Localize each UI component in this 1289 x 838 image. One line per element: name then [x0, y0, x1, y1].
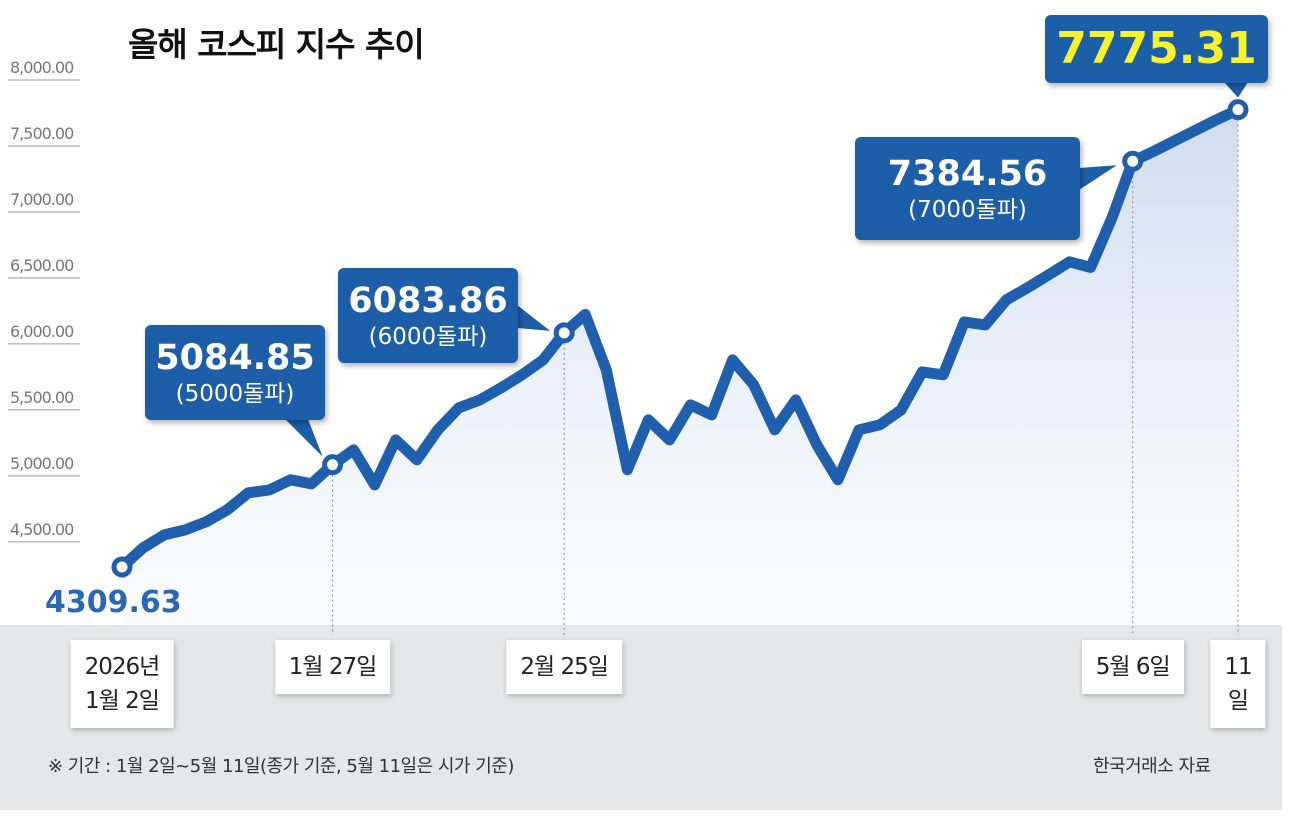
x-tick-label: 11일 — [1210, 640, 1266, 728]
callout-pointer — [517, 305, 551, 331]
value-note: (5000돌파) — [175, 380, 295, 407]
point-marker — [322, 454, 344, 476]
point-marker — [1122, 150, 1144, 172]
value-label: 6083.86 — [348, 280, 508, 321]
value-label: 7775.31 — [1056, 23, 1257, 74]
callout-pointer — [1079, 165, 1117, 190]
y-tick-label: 5,000.00 — [10, 453, 74, 473]
y-tick-label: 7,500.00 — [10, 123, 74, 143]
callout-pointer — [285, 419, 323, 457]
value-label: 7384.56 — [887, 153, 1048, 194]
value-label: 4309.63 — [45, 585, 182, 620]
callout: 6083.86 (6000돌파) — [338, 268, 518, 363]
point-marker — [553, 322, 575, 344]
y-tick-label: 4,500.00 — [10, 519, 74, 539]
callout: 5084.85 (5000돌파) — [145, 325, 325, 420]
value-label: 5084.85 — [155, 337, 315, 378]
y-tick-label: 5,500.00 — [10, 387, 74, 407]
callout-pointer — [1224, 82, 1248, 98]
x-tick-label: 5월 6일 — [1081, 640, 1184, 694]
data-line — [116, 104, 1244, 573]
y-tick-label: 6,500.00 — [10, 255, 74, 275]
value-note: (7000돌파) — [908, 196, 1027, 223]
value-note: (6000돌파) — [368, 323, 488, 350]
area-fill — [122, 109, 1238, 625]
x-tick-label: 2월 25일 — [506, 640, 622, 694]
callout: 7384.56 (7000돌파) — [855, 137, 1080, 240]
x-tick-label: 1월 27일 — [274, 640, 391, 694]
y-tick-label: 8,000.00 — [10, 58, 74, 77]
y-tick-label: 6,000.00 — [10, 321, 74, 341]
footnote: ※ 기간 : 1월 2일~5월 11일(종가 기준, 5월 11일은 시가 기준… — [48, 756, 514, 777]
callout: 7775.31 — [1045, 15, 1268, 83]
chart-title: 올해 코스피 지수 추이 — [128, 25, 425, 64]
point-marker — [111, 556, 133, 578]
point-marker — [1227, 99, 1249, 121]
source: 한국거래소 자료 — [1093, 756, 1211, 777]
x-tick-label: 2026년 1월 2일 — [70, 640, 174, 728]
y-tick-label: 7,000.00 — [10, 189, 74, 209]
axis-band — [0, 625, 1282, 810]
